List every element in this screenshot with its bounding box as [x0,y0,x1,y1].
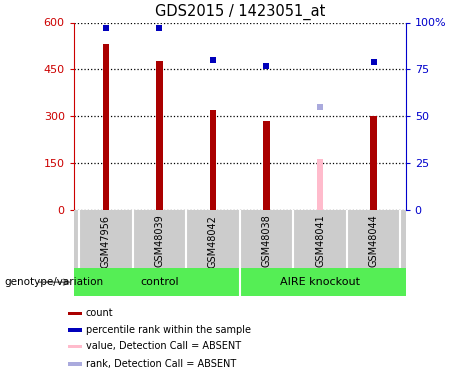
Text: GSM47956: GSM47956 [101,214,111,268]
Title: GDS2015 / 1423051_at: GDS2015 / 1423051_at [154,3,325,20]
Bar [68,312,82,315]
Text: genotype/variation: genotype/variation [5,277,104,287]
Text: GSM48041: GSM48041 [315,214,325,267]
Text: GSM48039: GSM48039 [154,214,165,267]
Text: rank, Detection Call = ABSENT: rank, Detection Call = ABSENT [86,359,236,369]
Text: GSM48044: GSM48044 [368,214,378,267]
Bar [68,328,82,332]
Bar [103,44,109,210]
Text: control: control [140,277,179,287]
Text: value, Detection Call = ABSENT: value, Detection Call = ABSENT [86,342,241,351]
Bar [210,110,216,210]
Bar [68,362,82,366]
Bar [370,116,377,210]
Text: percentile rank within the sample: percentile rank within the sample [86,325,251,335]
Text: count: count [86,309,113,318]
Text: GSM48042: GSM48042 [208,214,218,267]
Text: GSM48038: GSM48038 [261,214,272,267]
Bar [317,159,323,210]
Bar [263,121,270,210]
Bar [156,61,163,210]
Bar [68,345,82,348]
Text: AIRE knockout: AIRE knockout [280,277,360,287]
